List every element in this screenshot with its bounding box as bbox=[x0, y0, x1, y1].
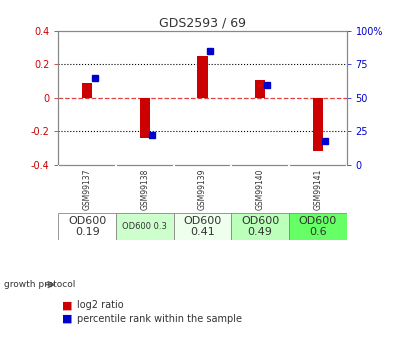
Text: OD600
0.6: OD600 0.6 bbox=[299, 216, 337, 237]
Bar bbox=[289, 213, 347, 240]
Text: GSM99141: GSM99141 bbox=[313, 168, 322, 210]
Bar bbox=[255, 80, 265, 98]
Text: percentile rank within the sample: percentile rank within the sample bbox=[77, 314, 241, 324]
Text: GSM99137: GSM99137 bbox=[83, 168, 92, 210]
Text: growth protocol: growth protocol bbox=[4, 280, 75, 289]
Text: OD600 0.3: OD600 0.3 bbox=[123, 222, 167, 231]
Text: OD600
0.19: OD600 0.19 bbox=[68, 216, 106, 237]
Title: GDS2593 / 69: GDS2593 / 69 bbox=[159, 17, 246, 30]
Text: ■: ■ bbox=[62, 314, 73, 324]
Bar bbox=[197, 56, 208, 98]
Text: GSM99138: GSM99138 bbox=[140, 168, 150, 210]
Text: OD600
0.41: OD600 0.41 bbox=[183, 216, 222, 237]
Bar bbox=[82, 83, 92, 98]
Text: GSM99139: GSM99139 bbox=[198, 168, 207, 210]
Text: OD600
0.49: OD600 0.49 bbox=[241, 216, 279, 237]
Text: log2 ratio: log2 ratio bbox=[77, 300, 123, 310]
Bar bbox=[313, 98, 323, 151]
Bar bbox=[116, 213, 174, 240]
Text: ■: ■ bbox=[62, 300, 73, 310]
Bar bbox=[174, 213, 231, 240]
Bar bbox=[140, 98, 150, 138]
Bar bbox=[58, 213, 116, 240]
Text: GSM99140: GSM99140 bbox=[256, 168, 265, 210]
Bar bbox=[231, 213, 289, 240]
